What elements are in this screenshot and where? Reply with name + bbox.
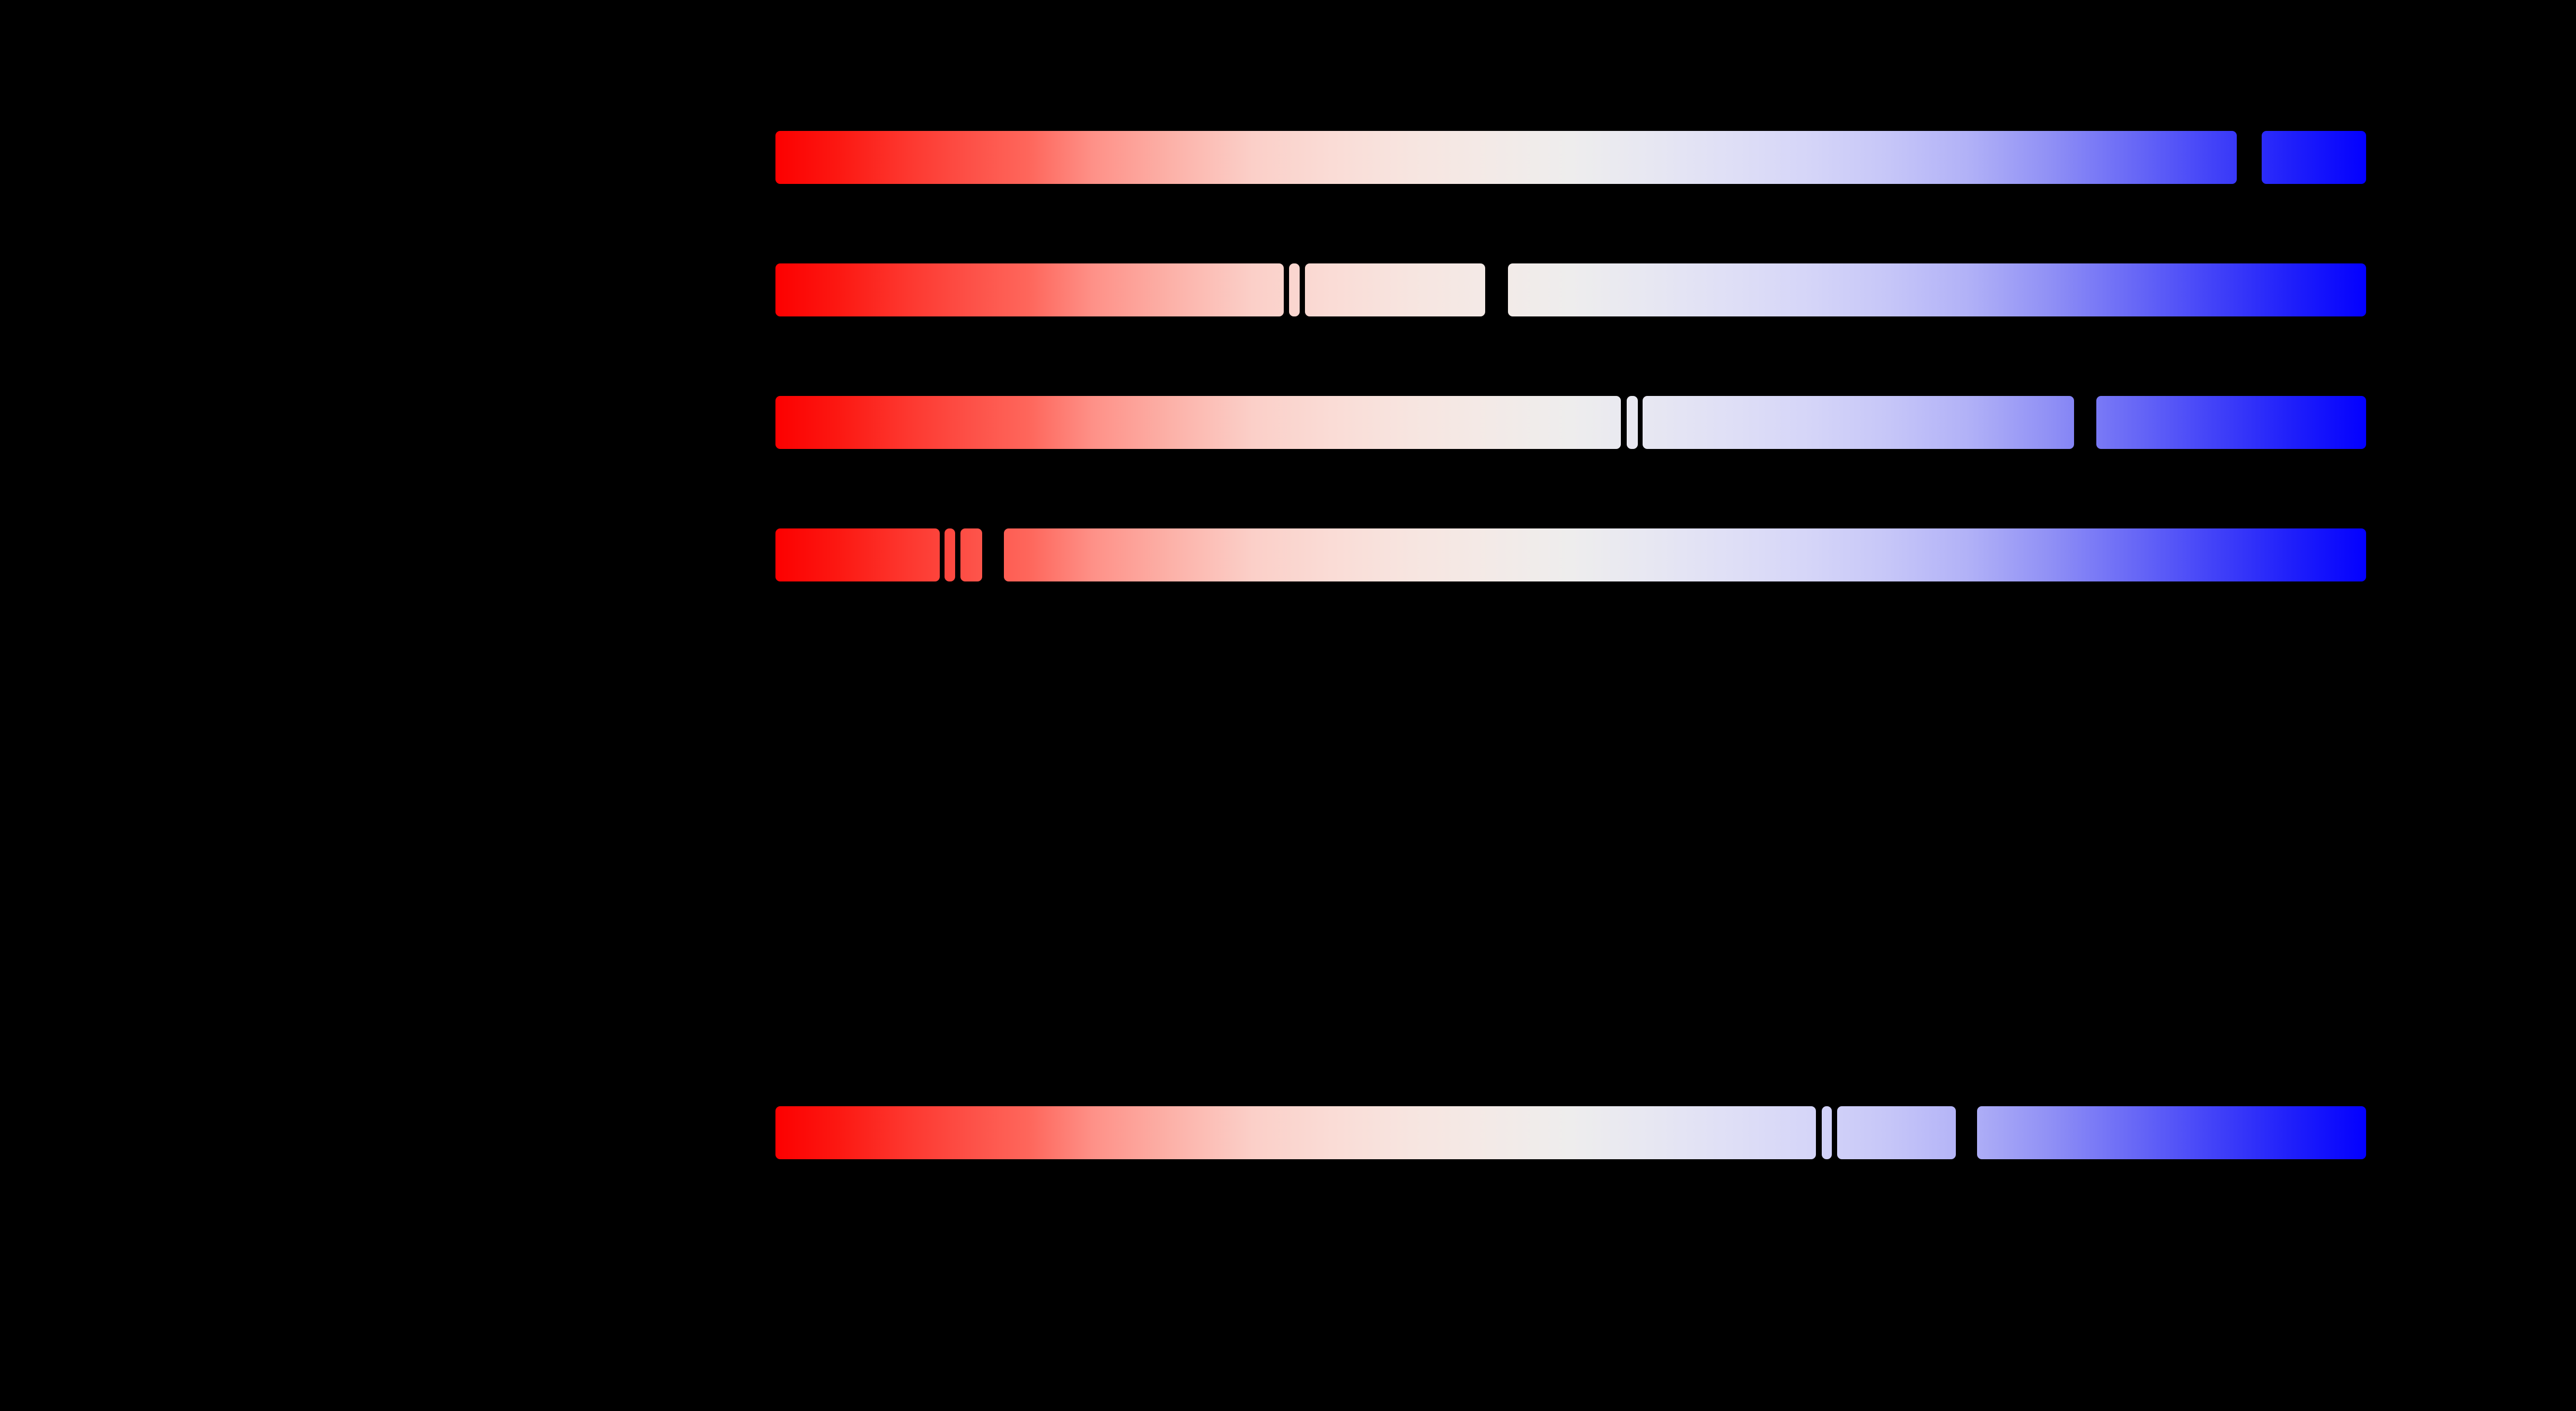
gradient-bar-segment — [2262, 131, 2366, 184]
gradient-bar-segment — [775, 263, 1284, 316]
gradient-bar-segment — [1305, 263, 1485, 316]
gradient-bar-segment — [775, 396, 1621, 449]
gradient-bar-segment — [1977, 1106, 2366, 1159]
gradient-bar-segment — [1508, 263, 2366, 316]
gradient-bar-row-4 — [775, 528, 2366, 581]
gradient-bar-segment — [1822, 1106, 1832, 1159]
gradient-bar-segment — [2096, 396, 2366, 449]
gradient-bar-segment — [1004, 528, 2366, 581]
gradient-bar-segment — [1837, 1106, 1956, 1159]
gradient-bar-row-2 — [775, 263, 2366, 316]
gradient-bar-segment — [1627, 396, 1638, 449]
gradient-bar-segment — [775, 1106, 1816, 1159]
gradient-bar-row-3 — [775, 396, 2366, 449]
gradient-bar-segment — [775, 131, 2237, 184]
gradient-bar-segment — [775, 528, 940, 581]
gradient-bar-row-5 — [775, 1106, 2366, 1159]
gradient-bar-row-1 — [775, 131, 2366, 184]
gradient-bar-segment — [1289, 263, 1300, 316]
gradient-bar-segment — [945, 528, 955, 581]
gradient-bar-segment — [1643, 396, 2074, 449]
gradient-bar-segment — [960, 528, 982, 581]
